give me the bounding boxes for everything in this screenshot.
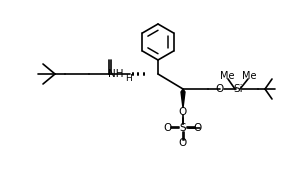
Text: O: O xyxy=(179,138,187,148)
Text: NH: NH xyxy=(108,69,124,79)
Text: Me: Me xyxy=(242,71,256,81)
Text: H: H xyxy=(126,73,132,82)
Text: O: O xyxy=(179,107,187,117)
Text: O: O xyxy=(164,123,172,133)
Text: O: O xyxy=(194,123,202,133)
Text: S: S xyxy=(180,123,186,133)
Text: Me: Me xyxy=(220,71,234,81)
Text: O: O xyxy=(216,84,224,94)
Polygon shape xyxy=(181,89,185,108)
Text: Si: Si xyxy=(233,84,243,94)
